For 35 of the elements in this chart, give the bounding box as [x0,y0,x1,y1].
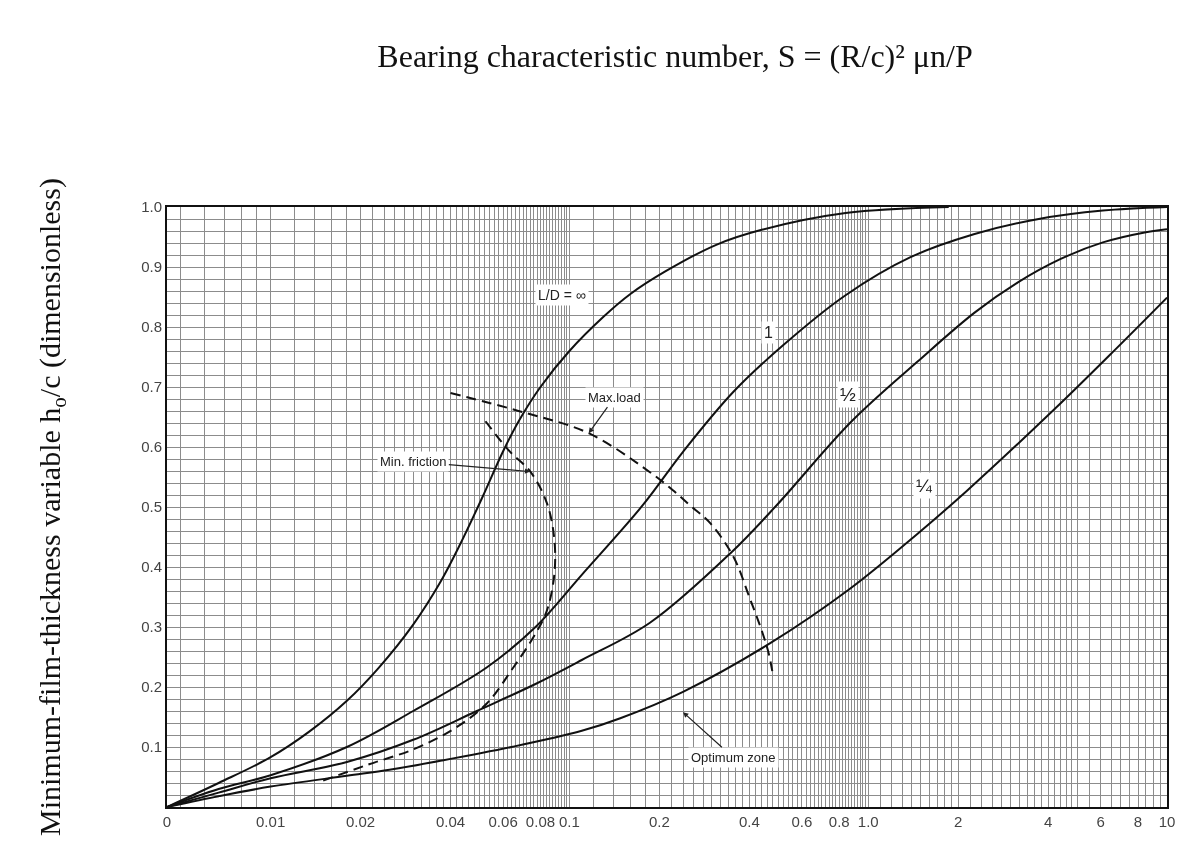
x-tick-label: 4 [1043,813,1053,830]
x-tick-label: 0.01 [256,813,286,830]
annotation: Optimum zone [691,750,776,765]
x-tick-label: 6 [1096,813,1105,830]
series-label: ½ [840,384,856,405]
y-tick-label: 0.7 [141,378,162,396]
y-tick-label: 0.9 [141,258,162,276]
x-tick-label: 8 [1133,813,1143,830]
y-tick-label: 0.4 [141,558,162,576]
x-tick-label: 0.6 [791,813,813,830]
series-label: ¼ [916,475,933,496]
x-tick-label: 1.0 [857,813,879,830]
y-tick-label: 0.1 [141,738,162,756]
y-tick-label: 0.6 [141,438,162,456]
x-tick-label: 2 [953,813,963,830]
x-tick-label: 0.02 [345,813,376,830]
x-tick-label: 0.04 [435,813,466,830]
x-tick-label: 0.8 [828,813,850,830]
x-tick-label: 0.2 [648,813,670,830]
y-tick-label: 0.2 [141,678,162,696]
x-tick-label: 0.1 [558,813,580,830]
y-tick-label: 1.0 [141,198,162,216]
text: Min. friction [380,454,447,469]
y-tick-label: 0.5 [141,498,162,516]
x-tick-label: 0.06 [488,813,518,830]
series-label: Max.load [588,390,641,405]
series-label: L/D = ∞ [538,287,586,303]
y-tick-label: 0.3 [141,618,162,636]
x-tick-label: 10 [1158,813,1176,830]
x-tick-label: 0.08 [525,813,556,830]
series-label: 1 [764,324,773,341]
x-tick-label: 0 [162,813,172,830]
chart-title: Bearing characteristic number, S = (R/c)² μn/P [377,38,973,75]
y-tick-label: 0.8 [141,318,162,336]
x-tick-label: 0.4 [738,813,760,830]
